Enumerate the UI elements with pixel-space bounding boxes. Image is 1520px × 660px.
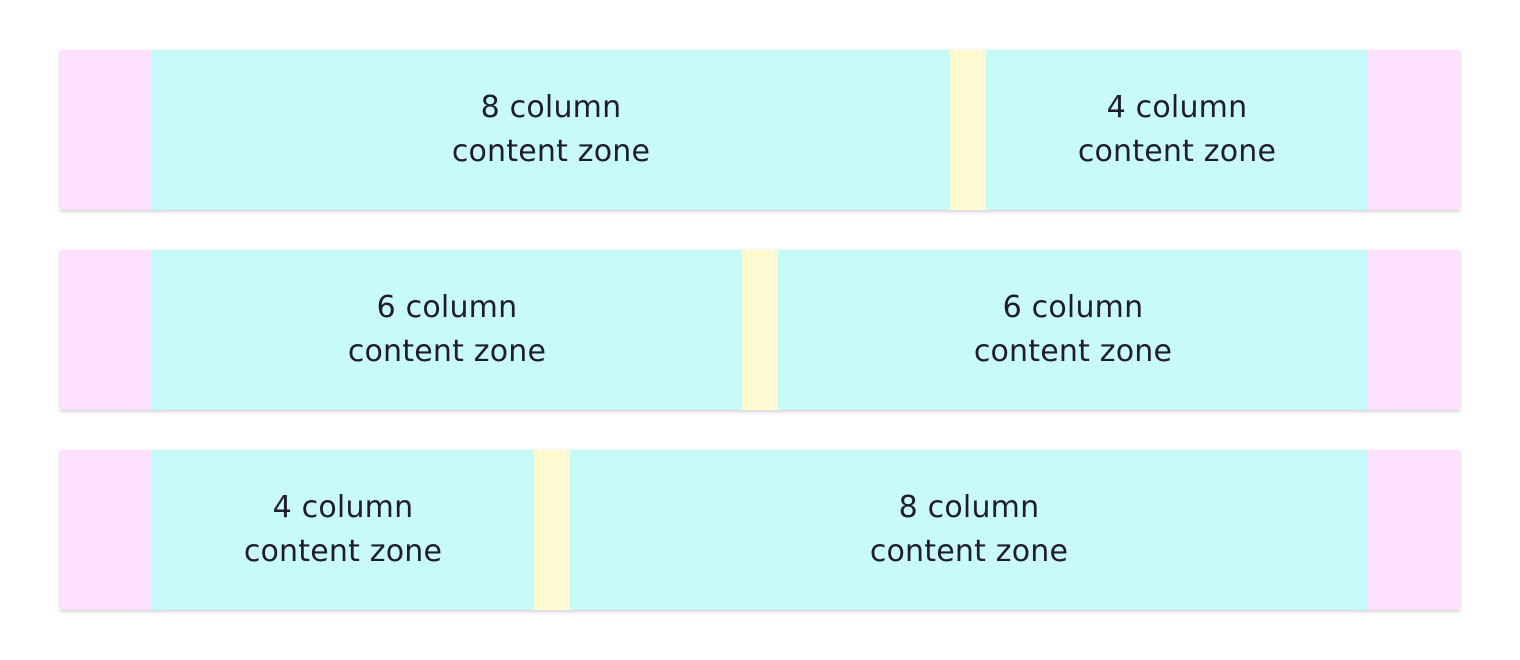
zone-label: 4 column content zone <box>244 486 442 574</box>
right-margin <box>1368 250 1460 410</box>
content-zone: 4 column content zone <box>986 50 1368 210</box>
content-zone: 8 column content zone <box>570 450 1368 610</box>
gutter <box>742 250 778 410</box>
left-margin <box>60 250 152 410</box>
zone-caption: content zone <box>1077 134 1277 169</box>
zone-column-count: 4 column <box>272 490 414 525</box>
left-margin <box>60 450 152 610</box>
content-zone: 4 column content zone <box>152 450 534 610</box>
content-zone: 6 column content zone <box>778 250 1368 410</box>
left-margin <box>60 50 152 210</box>
zone-column-count: 6 column <box>376 290 518 325</box>
right-margin <box>1368 450 1460 610</box>
zone-column-count: 6 column <box>1002 290 1144 325</box>
zone-label: 6 column content zone <box>974 286 1172 374</box>
layout-row-6-6: 6 column content zone 6 column content z… <box>60 250 1460 410</box>
zone-caption: content zone <box>347 334 547 369</box>
zone-label: 4 column content zone <box>1078 86 1276 174</box>
zone-caption: content zone <box>451 134 651 169</box>
zone-label: 8 column content zone <box>452 86 650 174</box>
content-zone: 6 column content zone <box>152 250 742 410</box>
zone-column-count: 8 column <box>480 90 622 125</box>
zone-label: 8 column content zone <box>870 486 1068 574</box>
zone-caption: content zone <box>973 334 1173 369</box>
layout-row-8-4: 8 column content zone 4 column content z… <box>60 50 1460 210</box>
content-zone: 8 column content zone <box>152 50 950 210</box>
zone-caption: content zone <box>243 534 443 569</box>
gutter <box>534 450 570 610</box>
zone-caption: content zone <box>869 534 1069 569</box>
zone-label: 6 column content zone <box>348 286 546 374</box>
gutter <box>950 50 986 210</box>
layout-row-4-8: 4 column content zone 8 column content z… <box>60 450 1460 610</box>
zone-column-count: 4 column <box>1106 90 1248 125</box>
zone-column-count: 8 column <box>898 490 1040 525</box>
right-margin <box>1368 50 1460 210</box>
